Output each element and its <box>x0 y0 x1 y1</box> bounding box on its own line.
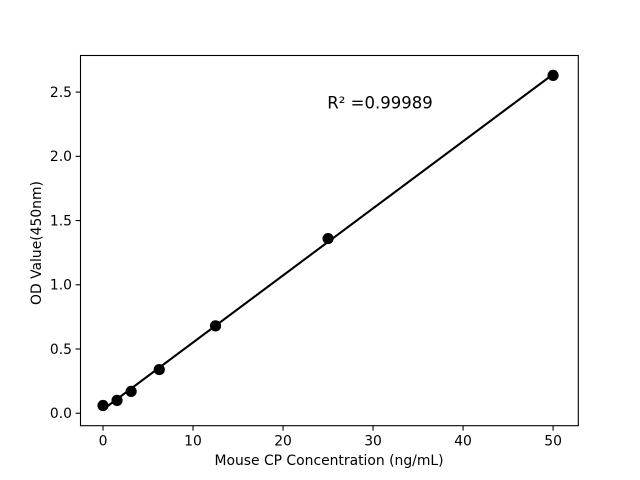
data-point <box>125 385 137 398</box>
y-tick-label: 2.5 <box>50 85 72 101</box>
y-tick-label: 0.5 <box>50 342 72 358</box>
data-point <box>322 232 334 245</box>
y-tick-label: 2.0 <box>50 149 72 165</box>
data-point <box>111 394 123 406</box>
x-tick-label: 20 <box>274 434 292 450</box>
x-tick-label: 40 <box>454 434 472 450</box>
y-axis-title: OD Value(450nm) <box>29 181 45 305</box>
data-point <box>547 69 559 82</box>
x-tick-label: 50 <box>544 434 562 450</box>
x-tick-label: 0 <box>99 434 108 450</box>
plot-area <box>79 54 579 427</box>
y-tick-label: 1.0 <box>50 278 72 294</box>
r-squared-annotation: R² =0.99989 <box>327 93 433 113</box>
y-tick-label: 1.5 <box>50 213 72 229</box>
x-tick-label: 30 <box>364 434 382 450</box>
x-tick-label: 10 <box>184 434 202 450</box>
data-point <box>97 399 109 412</box>
data-point <box>209 320 222 332</box>
y-tick-label: 0.0 <box>50 406 72 422</box>
data-point <box>153 363 165 376</box>
x-axis-title: Mouse CP Concentration (ng/mL) <box>214 453 444 469</box>
